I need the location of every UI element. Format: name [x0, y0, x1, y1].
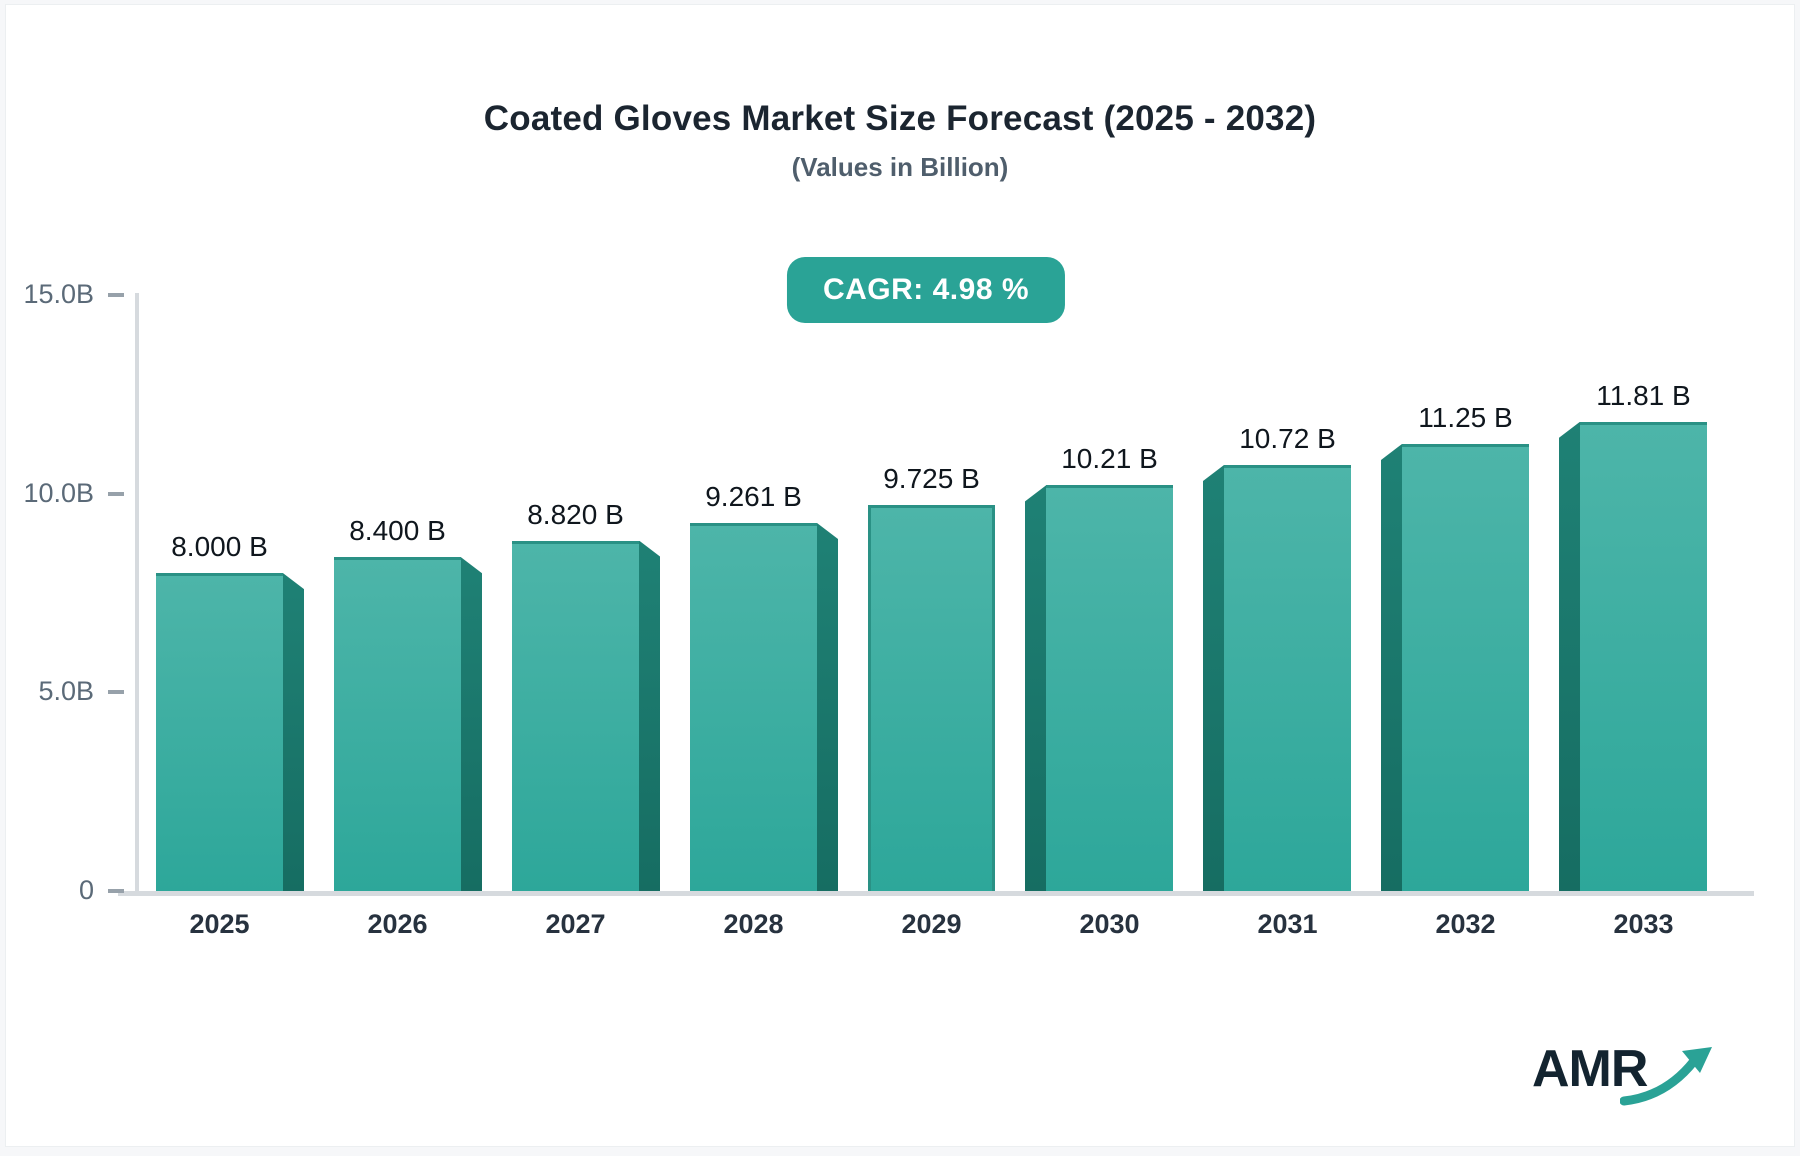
growth-arrow-icon: [1620, 1047, 1712, 1106]
x-axis-category-label: 2033: [1613, 909, 1674, 939]
bar-3d-side: [817, 523, 838, 891]
x-axis-category-label: 2032: [1435, 909, 1496, 939]
y-axis-tick-label: 10.0B: [23, 477, 94, 508]
bar: [868, 504, 995, 891]
y-axis-tick-label: 5.0B: [38, 676, 94, 707]
bar-value-label: 10.21 B: [1061, 443, 1158, 475]
bar-chart-plot-area: 0 5.0B 10.0B 15.0B 8.000 B 2025 8.400 B 2026 8.8…: [6, 5, 1794, 1146]
x-axis-category-label: 2025: [189, 909, 250, 939]
bar: [1402, 444, 1529, 891]
bar-value-label: 9.725 B: [883, 462, 980, 494]
bar: [1580, 421, 1707, 891]
x-axis-category-label: 2027: [545, 909, 606, 939]
bar-3d-side: [1381, 444, 1402, 891]
chart-subtitle: (Values in Billion): [791, 152, 1009, 182]
bar-3d-side: [461, 557, 482, 891]
amr-logo-text: AMR: [1532, 1040, 1648, 1098]
amr-logo: AMR: [1532, 1039, 1722, 1119]
bar-3d-side: [283, 573, 304, 891]
x-axis-category-label: 2031: [1257, 909, 1318, 939]
bar: [512, 540, 639, 891]
bar: [156, 573, 283, 891]
chart-card: Coated Gloves Market Size Forecast (2025…: [5, 4, 1795, 1147]
y-axis-tick: [108, 491, 124, 496]
bar-value-label: 10.72 B: [1239, 423, 1336, 455]
x-axis-baseline: [118, 891, 1754, 896]
bar-3d-side: [1559, 421, 1580, 891]
cagr-badge: CAGR: 4.98 %: [786, 257, 1066, 323]
bar: [1224, 465, 1351, 891]
bar: [690, 523, 817, 891]
y-axis-tick: [108, 889, 124, 893]
bar-3d-side: [1203, 465, 1224, 891]
y-axis-tick-label: 0: [78, 875, 94, 905]
bar-value-label: 11.81 B: [1596, 379, 1691, 411]
bar: [334, 557, 461, 891]
x-axis-category-label: 2028: [723, 909, 784, 939]
bar-value-label: 8.000 B: [171, 531, 268, 563]
bar-3d-side: [639, 540, 660, 891]
y-axis-line: [135, 293, 139, 891]
bar-value-label: 11.25 B: [1418, 402, 1513, 433]
x-axis-category-label: 2030: [1079, 909, 1140, 939]
bar-value-label: 9.261 B: [705, 481, 802, 513]
y-axis-tick: [108, 293, 124, 297]
y-axis-tick: [108, 690, 124, 695]
x-axis-category-label: 2029: [901, 909, 962, 939]
chart-title: Coated Gloves Market Size Forecast (2025…: [483, 99, 1317, 138]
bar-3d-side: [1025, 485, 1046, 891]
bar: [1046, 485, 1173, 891]
bar-value-label: 8.400 B: [349, 515, 446, 547]
y-axis-tick-label: 15.0B: [23, 279, 94, 309]
x-axis-category-label: 2026: [367, 909, 428, 939]
bar-value-label: 8.820 B: [527, 498, 624, 530]
